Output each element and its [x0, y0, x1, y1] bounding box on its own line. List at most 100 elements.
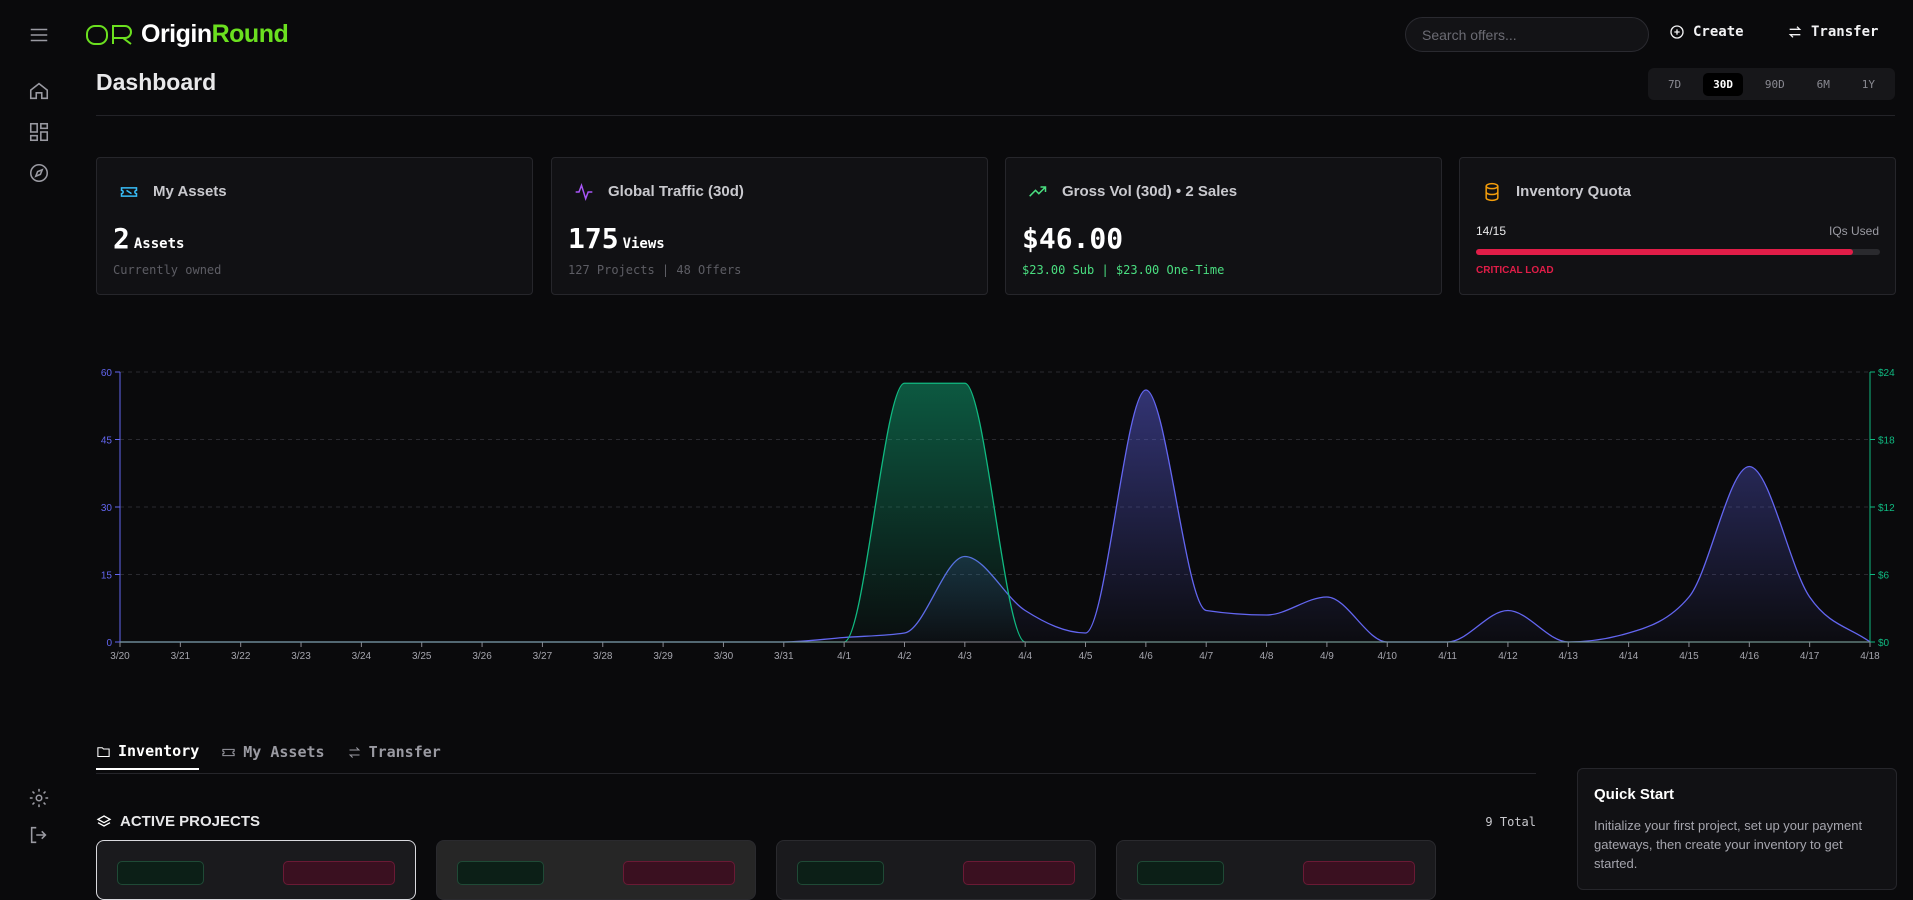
nav-dashboard[interactable] — [28, 121, 50, 143]
y2-tick-label: $0 — [1878, 638, 1890, 649]
divider — [96, 115, 1895, 116]
x-tick-label: 3/25 — [412, 651, 432, 662]
stat-card: Gross Vol (30d) • 2 Sales $46.00 $23.00 … — [1005, 157, 1442, 295]
badge — [457, 861, 544, 885]
x-tick-label: 3/28 — [593, 651, 613, 662]
stat-title: My Assets — [153, 183, 227, 200]
stat-card: My Assets 2 Assets Currently owned — [96, 157, 533, 295]
page: Dashboard {"header": {"logo_primary": "O… — [28, 17, 1897, 900]
x-tick-label: 4/15 — [1679, 651, 1699, 662]
range-button[interactable]: 7D — [1667, 77, 1682, 91]
stat-value: 175 Views — [568, 222, 665, 255]
project-card[interactable] — [1116, 840, 1436, 900]
x-tick-label: 4/10 — [1378, 651, 1398, 662]
y-tick-label: 60 — [101, 368, 113, 379]
stat-note: Currently owned — [113, 263, 222, 277]
logo-mark — [86, 24, 132, 45]
badge — [797, 861, 884, 885]
section-title: ACTIVE PROJECTS — [120, 813, 261, 830]
nav-explore[interactable] — [28, 162, 50, 184]
y-tick-label: 0 — [106, 638, 112, 649]
stat-note: $23.00 Sub | $23.00 One-Time — [1022, 263, 1225, 277]
swap-icon — [348, 746, 360, 758]
x-tick-label: 4/12 — [1498, 651, 1518, 662]
grid-icon — [29, 122, 49, 142]
x-tick-label: 3/22 — [231, 651, 251, 662]
y-tick-label: 30 — [101, 503, 113, 514]
stat-value: $46.00 — [1022, 222, 1124, 255]
range-button[interactable]: 1Y — [1861, 77, 1875, 91]
stat-card: Global Traffic (30d) 175 Views 127 Projec… — [551, 157, 988, 295]
nav-home[interactable] — [28, 80, 50, 102]
body: OriginRound Search offers... Create Tran… — [28, 17, 1897, 900]
tab[interactable]: Transfer — [347, 742, 441, 770]
badge — [1303, 861, 1415, 885]
project-card[interactable] — [436, 840, 756, 900]
page-title: Dashboard — [96, 69, 217, 95]
compass-icon — [29, 163, 49, 183]
y2-tick-label: $18 — [1878, 436, 1895, 447]
range-button[interactable]: 30D — [1703, 72, 1743, 96]
y2-tick-label: $12 — [1878, 503, 1895, 514]
x-tick-label: 4/7 — [1199, 651, 1213, 662]
quick-start-text: Initialize your first project, set up yo… — [1594, 818, 1863, 871]
y2-tick-label: $6 — [1878, 571, 1890, 582]
trend-icon — [1029, 186, 1047, 197]
x-tick-label: 3/21 — [171, 651, 191, 662]
tab-label: Transfer — [368, 743, 441, 761]
ticket-icon — [120, 187, 138, 197]
quota-value: 14/15 — [1476, 224, 1507, 238]
create-label: Create — [1693, 24, 1744, 40]
badge — [963, 861, 1075, 885]
logo[interactable]: OriginRound — [85, 20, 289, 49]
tab-divider — [96, 773, 1536, 774]
stat-value: 2 Assets — [113, 222, 184, 255]
x-tick-label: 4/17 — [1800, 651, 1820, 662]
menu-button[interactable] — [28, 24, 50, 46]
logout-icon — [30, 826, 47, 844]
nav-settings[interactable] — [28, 787, 50, 809]
y2-tick-label: $24 — [1878, 368, 1895, 379]
x-tick-label: 3/30 — [714, 651, 734, 662]
x-tick-label: 4/14 — [1619, 651, 1639, 662]
section-heading: ACTIVE PROJECTS — [96, 813, 260, 830]
transfer-button[interactable]: Transfer — [1787, 24, 1878, 40]
x-tick-label: 4/11 — [1438, 651, 1457, 662]
logo-primary: Origin — [141, 20, 212, 48]
x-tick-label: 4/16 — [1740, 651, 1760, 662]
badge — [283, 861, 395, 885]
x-tick-label: 4/18 — [1860, 651, 1880, 662]
y-tick-label: 45 — [101, 436, 113, 447]
x-tick-label: 4/4 — [1018, 651, 1032, 662]
stat-note: 127 Projects | 48 Offers — [568, 263, 742, 277]
swap-icon — [1788, 26, 1802, 38]
logo-accent: Round — [211, 20, 289, 48]
home-icon — [29, 82, 49, 100]
search-input[interactable]: Search offers... — [1405, 17, 1649, 52]
x-tick-label: 4/8 — [1260, 651, 1274, 662]
layers-icon — [96, 814, 112, 827]
range-button[interactable]: 6M — [1816, 77, 1830, 91]
x-tick-label: 3/29 — [653, 651, 673, 662]
quick-start-title: Quick Start — [1594, 786, 1675, 803]
create-button[interactable]: Create — [1669, 24, 1744, 40]
x-tick-label: 3/20 — [110, 651, 130, 662]
transfer-label: Transfer — [1811, 24, 1879, 40]
database-icon — [1485, 182, 1499, 202]
project-card[interactable] — [96, 840, 416, 900]
stat-card: Inventory Quota 14/15 IQs Used CRITICAL … — [1459, 157, 1896, 295]
tab[interactable]: Inventory — [96, 742, 200, 770]
x-tick-label: 3/23 — [291, 651, 311, 662]
nav-logout[interactable] — [28, 824, 50, 846]
x-tick-label: 4/1 — [837, 651, 851, 662]
badge — [1137, 861, 1224, 885]
quota-status: CRITICAL LOAD — [1476, 265, 1554, 276]
y-tick-label: 15 — [101, 571, 113, 582]
tab[interactable]: My Assets — [221, 742, 325, 770]
range-button[interactable]: 90D — [1764, 77, 1785, 91]
stat-title: Inventory Quota — [1516, 183, 1632, 200]
tab-label: My Assets — [243, 743, 325, 761]
project-card[interactable] — [776, 840, 1096, 900]
x-tick-label: 4/6 — [1139, 651, 1153, 662]
x-tick-label: 3/26 — [472, 651, 492, 662]
